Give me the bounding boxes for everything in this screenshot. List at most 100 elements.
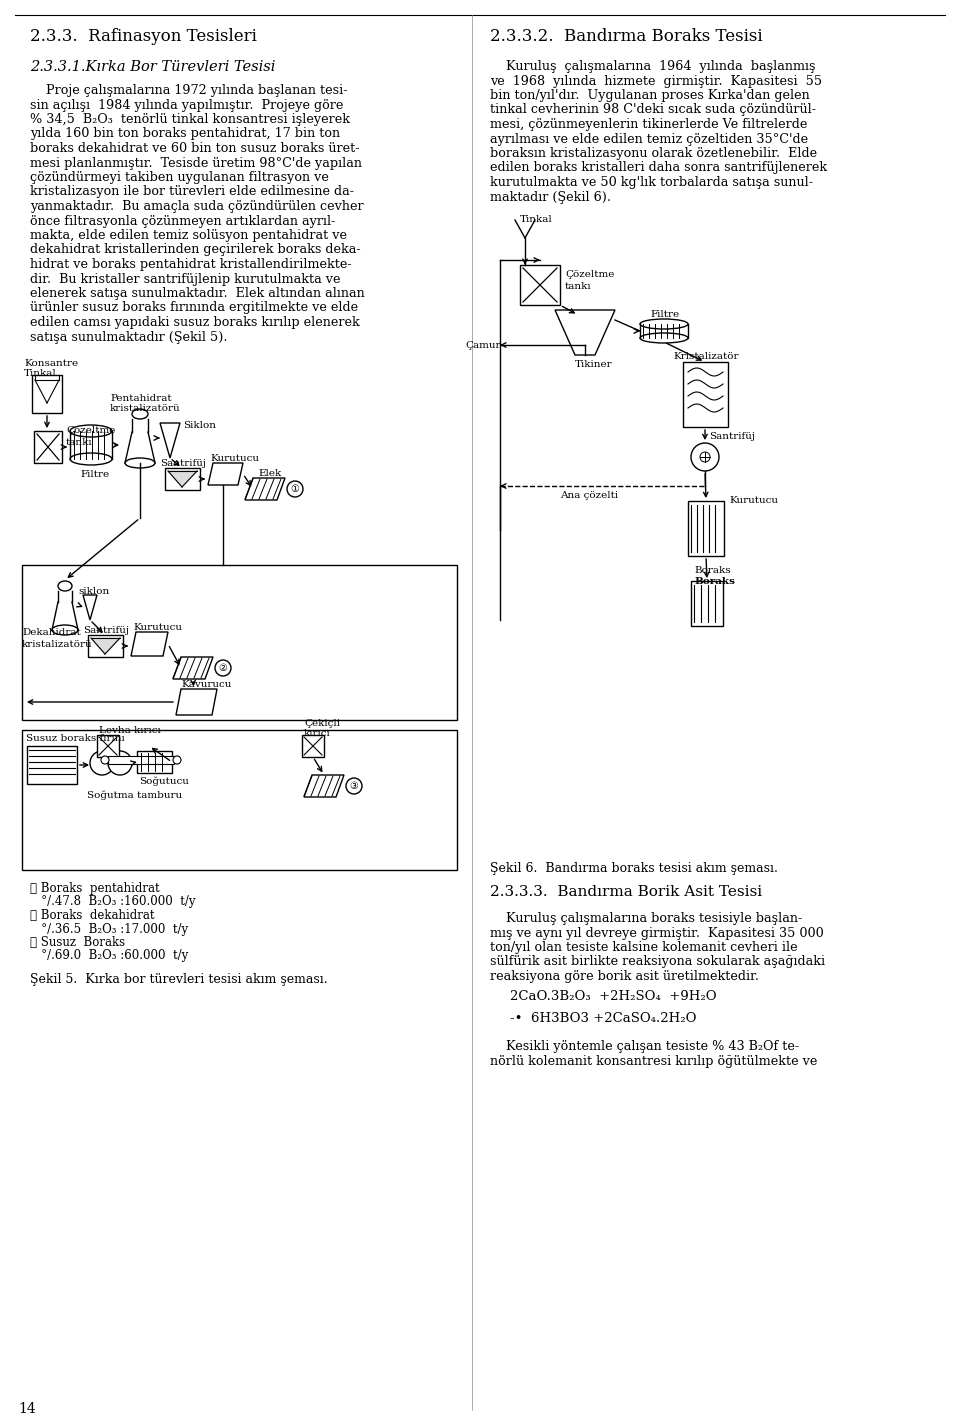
Text: hidrat ve boraks pentahidrat kristallendirilmekte-: hidrat ve boraks pentahidrat kristallend… [30,257,351,272]
Bar [22,729,457,870]
Text: Levha kırıcı: Levha kırıcı [99,727,160,735]
Text: Çamur: Çamur [465,341,500,350]
Text: mesi planlanmıştır.  Tesisde üretim 98°C'de yapılan: mesi planlanmıştır. Tesisde üretim 98°C'… [30,156,362,169]
Polygon shape [131,631,168,656]
Ellipse shape [125,458,155,468]
Text: Dekahidrat: Dekahidrat [22,629,81,637]
Bar [691,582,723,626]
Text: Kuruluş  çalışmalarına  1964  yılında  başlanmış: Kuruluş çalışmalarına 1964 yılında başla… [490,60,815,73]
Text: Kristalizatör: Kristalizatör [673,353,738,361]
Text: edilen camsı yapıdaki susuz boraks kırılıp elenerek: edilen camsı yapıdaki susuz boraks kırıl… [30,316,360,328]
Text: dekahidrat kristallerinden geçirilerek boraks deka-: dekahidrat kristallerinden geçirilerek b… [30,243,361,256]
Text: 2.3.3.3.  Bandırma Borik Asit Tesisi: 2.3.3.3. Bandırma Borik Asit Tesisi [490,884,762,899]
Polygon shape [83,594,97,620]
Text: Elek: Elek [258,469,281,478]
Text: Şekil 6.  Bandırma boraks tesisi akım şeması.: Şekil 6. Bandırma boraks tesisi akım şem… [490,862,778,875]
Text: 2.3.3.1.Kırka Bor Türevleri Tesisi: 2.3.3.1.Kırka Bor Türevleri Tesisi [30,60,276,74]
Text: ①: ① [291,483,300,493]
Text: 2.3.3.2.  Bandırma Boraks Tesisi: 2.3.3.2. Bandırma Boraks Tesisi [490,28,762,46]
Polygon shape [168,471,197,486]
Bar [32,375,62,412]
Text: Konsantre: Konsantre [24,358,78,368]
Bar [520,264,560,304]
Text: Tikiner: Tikiner [575,360,612,368]
Text: ayrılması ve elde edilen temiz çözeltiden 35°C'de: ayrılması ve elde edilen temiz çözeltide… [490,132,808,145]
Text: ürünler susuz boraks fırınında ergitilmekte ve elde: ürünler susuz boraks fırınında ergitilme… [30,301,358,314]
Text: mesi, çözünmeyenlerin tikinerlerde Ve filtrelerde: mesi, çözünmeyenlerin tikinerlerde Ve fi… [490,118,807,131]
Text: boraks dekahidrat ve 60 bin ton susuz boraks üret-: boraks dekahidrat ve 60 bin ton susuz bo… [30,142,359,155]
Text: Boraks: Boraks [694,577,734,586]
Text: önce filtrasyonla çözünmeyen artıklardan ayrıl-: önce filtrasyonla çözünmeyen artıklardan… [30,215,335,228]
Bar [108,757,174,764]
Bar [97,735,119,757]
Polygon shape [245,478,285,501]
Text: Filtre: Filtre [80,471,109,479]
Text: siklon: siklon [78,587,109,596]
Text: Ana çözelti: Ana çözelti [560,491,618,501]
Polygon shape [91,638,120,654]
Text: kırıcı: kırıcı [304,729,331,738]
Text: makta, elde edilen temiz solüsyon pentahidrat ve: makta, elde edilen temiz solüsyon pentah… [30,229,347,242]
Text: ③ Susuz  Boraks: ③ Susuz Boraks [30,936,125,948]
Text: sin açılışı  1984 yılında yapılmıştır.  Projeye göre: sin açılışı 1984 yılında yapılmıştır. Pr… [30,98,344,111]
Text: kristalizatörü: kristalizatörü [22,640,92,648]
Circle shape [173,757,181,764]
Text: Santrifüj: Santrifüj [160,459,206,468]
Text: kurutulmakta ve 50 kg'lık torbalarda satışa sunul-: kurutulmakta ve 50 kg'lık torbalarda sat… [490,176,813,189]
Text: mış ve aynı yıl devreye girmiştir.  Kapasitesi 35 000: mış ve aynı yıl devreye girmiştir. Kapas… [490,927,824,940]
Circle shape [691,444,719,471]
Text: Çözeltme: Çözeltme [565,270,614,279]
Text: bin ton/yıl'dır.  Uygulanan proses Kırka'dan gelen: bin ton/yıl'dır. Uygulanan proses Kırka'… [490,90,809,102]
Ellipse shape [132,410,148,419]
Text: dir.  Bu kristaller santrifüjlenip kurutulmakta ve: dir. Bu kristaller santrifüjlenip kurutu… [30,273,341,286]
Ellipse shape [640,319,688,328]
Text: sülfürik asit birlikte reaksiyona sokularak aşağıdaki: sülfürik asit birlikte reaksiyona sokula… [490,956,826,968]
Text: Filtre: Filtre [650,310,679,319]
Text: Kuruluş çalışmalarına boraks tesisiyle başlan-: Kuruluş çalışmalarına boraks tesisiyle b… [490,912,803,924]
Text: reaksiyona göre borik asit üretilmektedir.: reaksiyona göre borik asit üretilmektedi… [490,970,759,983]
Bar [88,636,123,657]
Text: Santrifüj: Santrifüj [83,626,129,636]
Text: Kurutucu: Kurutucu [133,623,182,631]
Circle shape [287,481,303,498]
Polygon shape [304,775,344,796]
Circle shape [108,751,132,775]
Bar [22,565,457,720]
Circle shape [700,452,710,462]
Text: Kesikli yöntemle çalışan tesiste % 43 B₂Of te-: Kesikli yöntemle çalışan tesiste % 43 B₂… [490,1039,799,1054]
Text: Kurutucu: Kurutucu [729,496,778,505]
Text: Kurutucu: Kurutucu [210,454,259,464]
Text: °/.69.0  B₂O₃ :60.000  t/y: °/.69.0 B₂O₃ :60.000 t/y [30,950,188,963]
Text: Soğutucu: Soğutucu [139,776,189,786]
Text: satışa sunulmaktadır (Şekil 5).: satışa sunulmaktadır (Şekil 5). [30,330,228,344]
Ellipse shape [70,425,112,437]
Text: °/.47.8  B₂O₃ :160.000  t/y: °/.47.8 B₂O₃ :160.000 t/y [30,896,196,909]
Ellipse shape [640,333,688,343]
Text: ② Boraks  dekahidrat: ② Boraks dekahidrat [30,909,155,921]
Text: nörlü kolemanit konsantresi kırılıp öğütülmekte ve: nörlü kolemanit konsantresi kırılıp öğüt… [490,1055,817,1068]
Ellipse shape [52,626,78,636]
Text: 14: 14 [18,1402,36,1416]
Text: Boraks: Boraks [694,566,731,574]
Text: tankı: tankı [66,438,92,447]
Bar [27,747,77,784]
Text: Santrifüj: Santrifüj [709,432,755,441]
Text: ③: ③ [349,781,358,791]
Ellipse shape [70,454,112,465]
Text: çözündürmeyi takiben uygulanan filtrasyon ve: çözündürmeyi takiben uygulanan filtrasyo… [30,171,329,183]
Text: -•  6H3BO3 +2CaSO₄.2H₂O: -• 6H3BO3 +2CaSO₄.2H₂O [510,1012,697,1025]
Text: yanmaktadır.  Bu amaçla suda çözündürülen cevher: yanmaktadır. Bu amaçla suda çözündürülen… [30,201,364,213]
Text: tankı: tankı [565,282,591,292]
Polygon shape [555,310,615,356]
Text: Soğutma tamburu: Soğutma tamburu [87,791,182,801]
Text: Çekiçli: Çekiçli [304,720,340,728]
Polygon shape [173,657,213,678]
Bar [302,735,324,757]
Text: ① Boraks  pentahidrat: ① Boraks pentahidrat [30,882,159,894]
Ellipse shape [58,582,72,592]
Text: Tinkal: Tinkal [24,368,57,378]
Text: kristalizasyon ile bor türevleri elde edilmesine da-: kristalizasyon ile bor türevleri elde ed… [30,185,354,199]
Text: edilen boraks kristalleri daha sonra santrifüjlenerek: edilen boraks kristalleri daha sonra san… [490,162,828,175]
Bar [34,431,62,464]
Text: Siklon: Siklon [183,421,216,429]
